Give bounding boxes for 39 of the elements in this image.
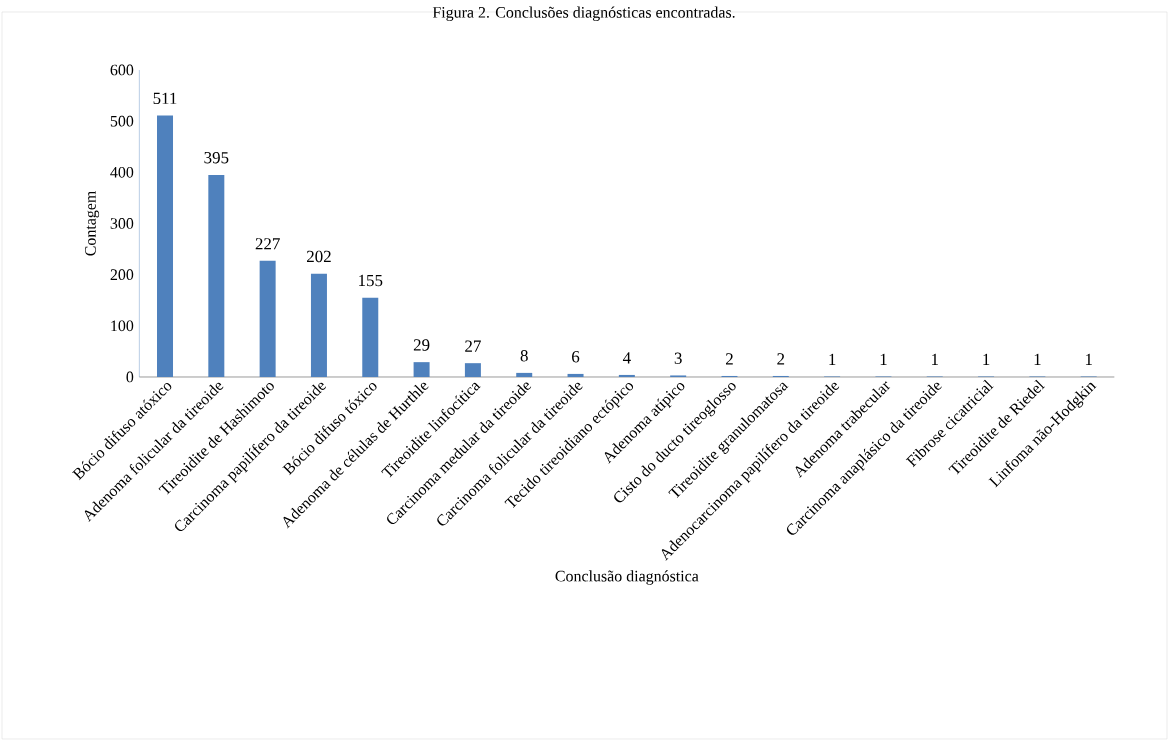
data-label: 6 bbox=[572, 351, 580, 363]
data-label: 395 bbox=[204, 152, 229, 164]
y-tick-label: 300 bbox=[110, 218, 134, 229]
data-label: 227 bbox=[255, 238, 280, 250]
data-label: 8 bbox=[520, 349, 528, 362]
data-label: 1 bbox=[829, 353, 836, 365]
bar bbox=[413, 362, 430, 377]
data-label: 155 bbox=[359, 274, 383, 287]
data-label: 3 bbox=[674, 352, 682, 364]
y-tick-label: 500 bbox=[110, 115, 134, 127]
data-label: 2 bbox=[777, 353, 785, 365]
bar bbox=[618, 374, 635, 377]
data-label: 2 bbox=[726, 353, 733, 365]
bar bbox=[516, 372, 533, 377]
y-tick-label: 0 bbox=[126, 371, 134, 383]
x-axis-title: Conclusão diagnóstica bbox=[555, 570, 699, 585]
data-label: 27 bbox=[465, 340, 481, 352]
bar bbox=[157, 115, 174, 377]
bar bbox=[567, 373, 584, 377]
chart-title: Figura 2. Conclusões diagnósticas encontradas. bbox=[432, 6, 735, 22]
y-tick-label: 200 bbox=[110, 269, 134, 281]
data-label: 4 bbox=[622, 352, 631, 364]
bar bbox=[362, 297, 379, 377]
y-tick-label: 100 bbox=[111, 320, 134, 332]
data-label: 29 bbox=[413, 339, 430, 351]
data-label: 511 bbox=[153, 92, 177, 105]
data-label: 1 bbox=[1034, 353, 1041, 365]
y-tick-label: 600 bbox=[110, 64, 134, 76]
data-label: 1 bbox=[880, 353, 887, 365]
y-tick-label: 400 bbox=[110, 166, 134, 178]
data-label: 1 bbox=[1085, 353, 1092, 365]
bar bbox=[464, 363, 481, 377]
bar bbox=[208, 174, 225, 377]
y-axis-title: Contagem bbox=[85, 190, 100, 256]
bar bbox=[259, 260, 276, 377]
bar bbox=[310, 273, 327, 377]
data-label: 1 bbox=[983, 353, 990, 365]
data-label: 202 bbox=[307, 250, 331, 263]
data-label: 1 bbox=[932, 353, 938, 365]
